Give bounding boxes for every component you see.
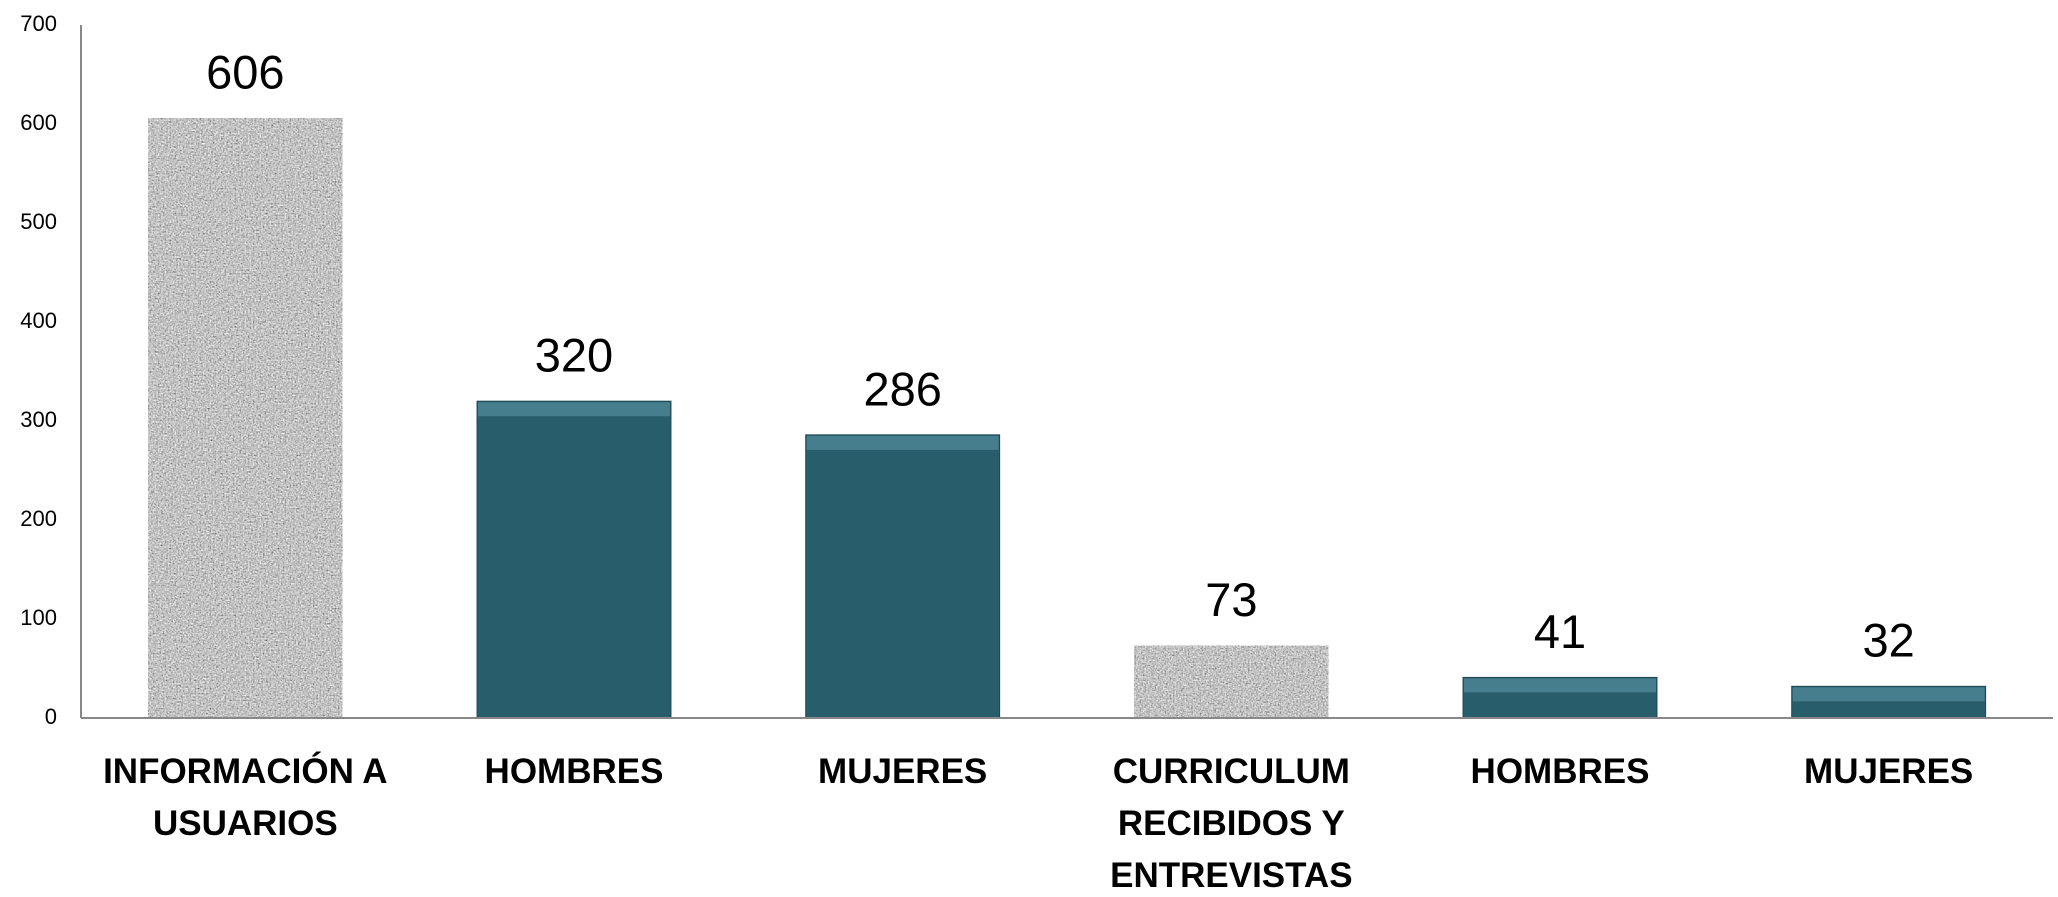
value-label: 606: [206, 45, 284, 98]
x-tick-label: MUJERES: [818, 752, 988, 791]
bar-bevel: [1792, 687, 1985, 702]
bar: [805, 434, 1001, 719]
bar: [476, 400, 672, 719]
bar-bevel: [478, 402, 670, 417]
x-tick-label: INFORMACIÓN A USUARIOS: [103, 752, 388, 843]
y-tick-label: 300: [20, 407, 57, 432]
y-tick-label: 100: [20, 605, 57, 630]
y-tick-label: 0: [45, 704, 57, 729]
y-tick-label: 700: [20, 11, 57, 36]
y-tick-label: 600: [20, 110, 57, 135]
value-label: 73: [1205, 573, 1257, 626]
value-label: 320: [535, 329, 613, 382]
y-tick-label: 500: [20, 209, 57, 234]
y-tick-label: 200: [20, 506, 57, 531]
x-tick-label: MUJERES: [1804, 752, 1974, 791]
value-label: 286: [863, 362, 941, 415]
bar: [1133, 645, 1329, 719]
value-label: 41: [1534, 605, 1586, 658]
y-tick-label: 400: [20, 308, 57, 333]
bar-bevel: [806, 435, 999, 450]
value-label: 32: [1863, 614, 1915, 667]
bar: [147, 117, 343, 719]
x-tick-label: HOMBRES: [484, 752, 664, 791]
bar-bevel: [1464, 678, 1656, 693]
x-tick-label: HOMBRES: [1470, 752, 1650, 791]
x-tick-label: CURRICULUM RECIBIDOS Y ENTREVISTAS: [1110, 752, 1353, 895]
